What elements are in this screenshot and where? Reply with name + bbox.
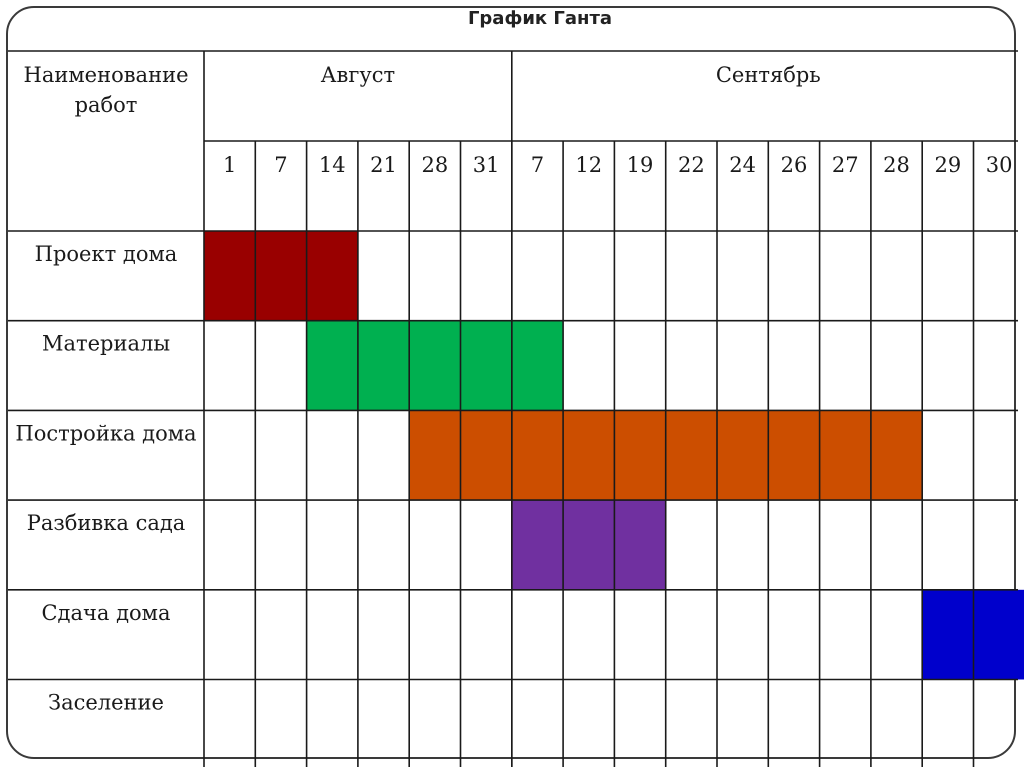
task-label: Материалы	[42, 332, 170, 356]
gantt-bar-cell	[460, 320, 512, 411]
gantt-bar-cell	[614, 500, 666, 590]
day-tick-label: 7	[531, 153, 544, 177]
day-tick-label: 26	[781, 153, 808, 177]
gantt-bar-cell	[460, 410, 512, 501]
day-tick-label: 28	[421, 153, 448, 177]
gantt-bar-cell	[306, 231, 358, 321]
gantt-bar-cell	[409, 410, 461, 501]
task-label: Сдача дома	[41, 601, 170, 625]
gantt-bar-cell	[717, 410, 769, 501]
month-label: Август	[321, 63, 395, 87]
month-label: Сентябрь	[716, 63, 821, 87]
gantt-bar-cell	[306, 320, 358, 411]
gantt-bar-cell	[511, 320, 564, 411]
chart-title: График Ганта	[467, 8, 613, 29]
day-tick-label: 27	[832, 153, 859, 177]
gantt-bar-cell	[511, 500, 564, 590]
task-label: Заселение	[48, 691, 164, 715]
task-header-label: работ	[75, 93, 138, 117]
gantt-bar-cell	[204, 231, 256, 321]
task-header-label: Наименование	[24, 63, 189, 87]
day-tick-label: 21	[370, 153, 397, 177]
day-tick-label: 22	[678, 153, 705, 177]
gantt-bar-cell	[922, 589, 974, 680]
gantt-bar-cell	[665, 410, 717, 501]
day-tick-label: 14	[319, 153, 346, 177]
gantt-bar-cell	[255, 231, 307, 321]
day-tick-label: 29	[934, 153, 961, 177]
gantt-bar-cell	[819, 410, 871, 501]
gantt-bar-cell	[973, 589, 1024, 680]
task-label: Разбивка сада	[27, 511, 186, 535]
day-tick-label: 1	[223, 153, 236, 177]
gantt-bar-cell	[870, 410, 923, 501]
task-label: Постройка дома	[15, 421, 196, 445]
gantt-bar-cell	[614, 410, 666, 501]
day-tick-label: 24	[729, 153, 756, 177]
gantt-bar-cell	[768, 410, 820, 501]
task-label: Проект дома	[35, 242, 178, 266]
gantt-bar-cell	[511, 410, 564, 501]
day-tick-label: 30	[986, 153, 1013, 177]
day-tick-label: 31	[473, 153, 500, 177]
gantt-bar-cell	[563, 410, 615, 501]
gantt-bar-cell	[357, 320, 410, 411]
day-tick-label: 7	[274, 153, 287, 177]
gantt-bar-cell	[409, 320, 461, 411]
day-tick-label: 12	[575, 153, 602, 177]
day-tick-label: 28	[883, 153, 910, 177]
gantt-bar-cell	[563, 500, 615, 590]
day-tick-label: 19	[627, 153, 654, 177]
